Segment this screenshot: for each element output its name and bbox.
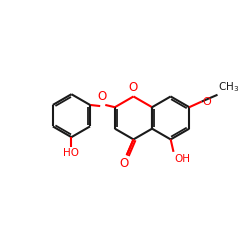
Text: O: O — [129, 81, 138, 94]
Text: O: O — [98, 90, 107, 103]
Text: HO: HO — [64, 148, 80, 158]
Text: CH$_3$: CH$_3$ — [218, 80, 239, 94]
Text: OH: OH — [174, 154, 190, 164]
Text: O: O — [203, 96, 211, 106]
Text: O: O — [119, 158, 128, 170]
